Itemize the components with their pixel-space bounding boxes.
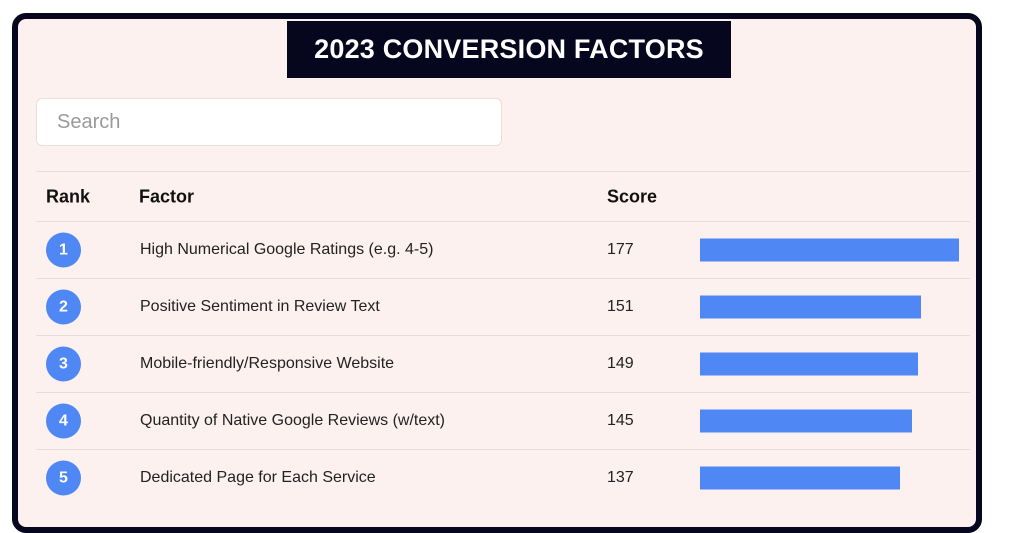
factor-column-header[interactable]: Factor [139,186,195,206]
rank-column-header[interactable]: Rank [46,186,91,206]
score-bar [700,352,918,376]
table-row: 4 Quantity of Native Google Reviews (w/t… [36,392,970,449]
table-header: Rank Factor Score [36,171,970,221]
rank-badge: 3 [46,346,81,382]
rank-badge: 4 [46,403,81,439]
score-value: 145 [607,412,634,429]
score-column-header[interactable]: Score [607,186,658,206]
score-bar [700,409,912,433]
table-row: 5 Dedicated Page for Each Service 137 [36,449,970,506]
rank-badge: 1 [46,232,81,268]
search-input[interactable] [36,98,502,146]
score-bar [700,466,900,490]
conversion-factors-card: 2023 CONVERSION FACTORS Rank Factor Scor… [12,13,982,533]
score-bar [700,295,921,319]
table-row: 2 Positive Sentiment in Review Text 151 [36,278,970,335]
table-row: 3 Mobile-friendly/Responsive Website 149 [36,335,970,392]
factor-name: High Numerical Google Ratings (e.g. 4-5) [140,241,434,258]
score-bar [700,238,959,262]
score-value: 137 [607,469,634,486]
page-title: 2023 CONVERSION FACTORS [287,21,731,78]
score-value: 149 [607,355,634,372]
score-value: 177 [607,241,634,258]
factors-table: Rank Factor Score 1 High Numerical Googl… [36,171,970,506]
factor-name: Quantity of Native Google Reviews (w/tex… [140,412,446,429]
score-value: 151 [607,298,634,315]
factor-name: Mobile-friendly/Responsive Website [140,355,395,372]
factor-name: Positive Sentiment in Review Text [140,298,380,315]
rank-badge: 2 [46,289,81,325]
rank-badge: 5 [46,460,81,496]
factor-name: Dedicated Page for Each Service [140,469,376,486]
table-row: 1 High Numerical Google Ratings (e.g. 4-… [36,221,970,278]
